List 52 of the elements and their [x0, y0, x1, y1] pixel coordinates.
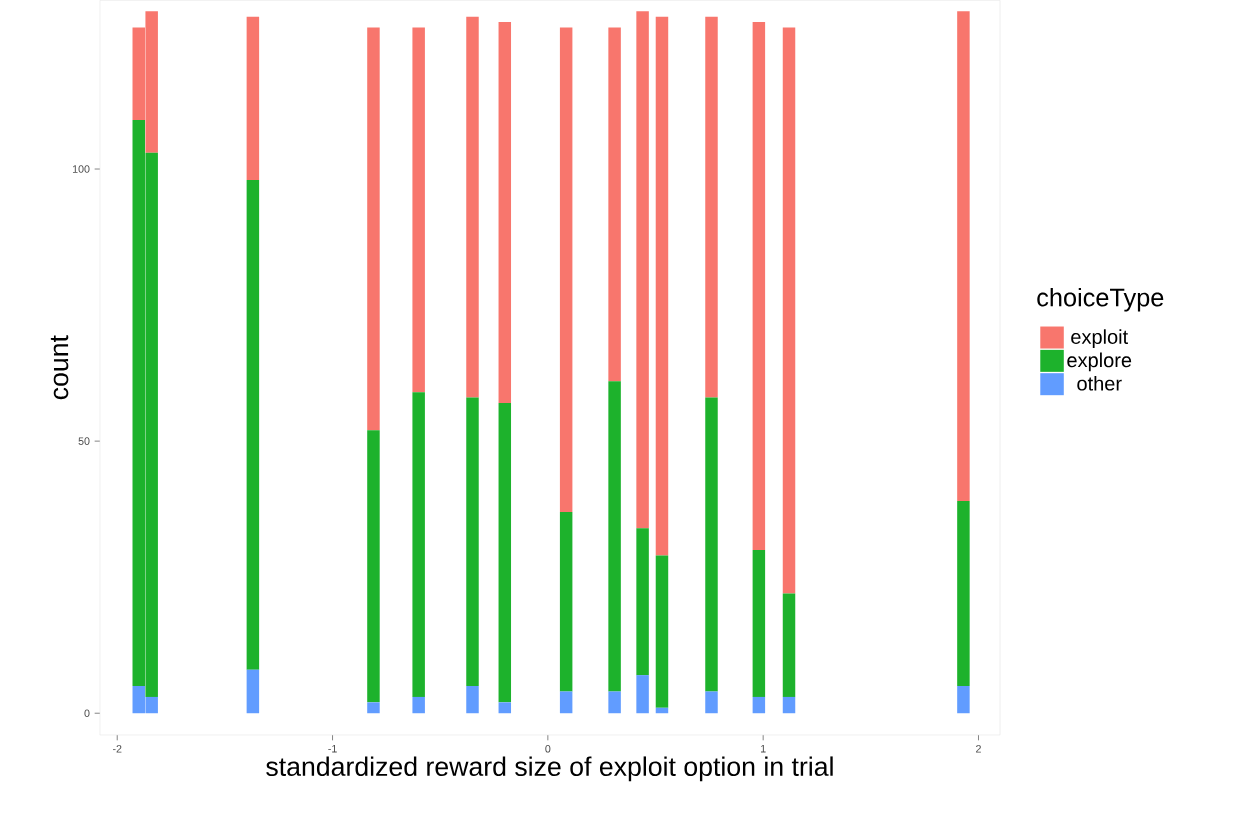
- x-axis-title: standardized reward size of exploit option in trial: [266, 756, 833, 782]
- bar: [466, 397, 479, 687]
- bar: [466, 16, 479, 398]
- bar: [367, 27, 380, 431]
- bar: [466, 686, 479, 714]
- y-axis-title: count: [50, 335, 69, 400]
- bar: [705, 397, 718, 692]
- bar: [655, 16, 669, 556]
- bar: [636, 11, 649, 529]
- bar: [957, 500, 970, 687]
- bar: [559, 27, 573, 512]
- x-tick-label: 2: [976, 745, 981, 753]
- bar: [412, 696, 425, 714]
- x-tick-label: 1: [761, 745, 766, 753]
- bar: [636, 528, 649, 676]
- bar: [705, 16, 718, 398]
- bar: [412, 392, 425, 697]
- bar: [498, 403, 512, 703]
- bar: [608, 381, 621, 692]
- bar: [559, 691, 573, 714]
- bar: [705, 691, 718, 714]
- bar: [608, 27, 621, 382]
- bar: [367, 430, 380, 703]
- bar: [559, 511, 573, 692]
- y-tick-label: 0: [84, 709, 90, 718]
- bar: [655, 555, 669, 708]
- x-tick-label: -1: [328, 745, 337, 753]
- bar: [367, 702, 380, 714]
- bar: [782, 696, 796, 714]
- bar: [412, 27, 425, 393]
- bar: [957, 11, 970, 501]
- bar: [752, 549, 766, 697]
- x-tick-label: 0: [545, 745, 551, 753]
- bar: [246, 179, 260, 670]
- bar: [498, 702, 512, 714]
- legend-label: other: [1077, 375, 1122, 391]
- bar: [498, 22, 512, 404]
- bar: [246, 16, 260, 180]
- legend-title: choiceType: [1037, 287, 1164, 312]
- legend-label: exploit: [1071, 329, 1129, 348]
- bar: [636, 675, 649, 714]
- bar: [782, 27, 796, 594]
- y-tick-label: 50: [78, 437, 90, 445]
- bar: [608, 691, 621, 714]
- bar: [752, 22, 766, 550]
- bar: [782, 593, 796, 697]
- bar: [957, 686, 970, 714]
- legend-label: explore: [1067, 352, 1132, 372]
- bar: [752, 696, 766, 714]
- y-tick-label: 100: [72, 165, 90, 173]
- bar: [246, 669, 260, 714]
- x-tick-label: -2: [112, 745, 122, 753]
